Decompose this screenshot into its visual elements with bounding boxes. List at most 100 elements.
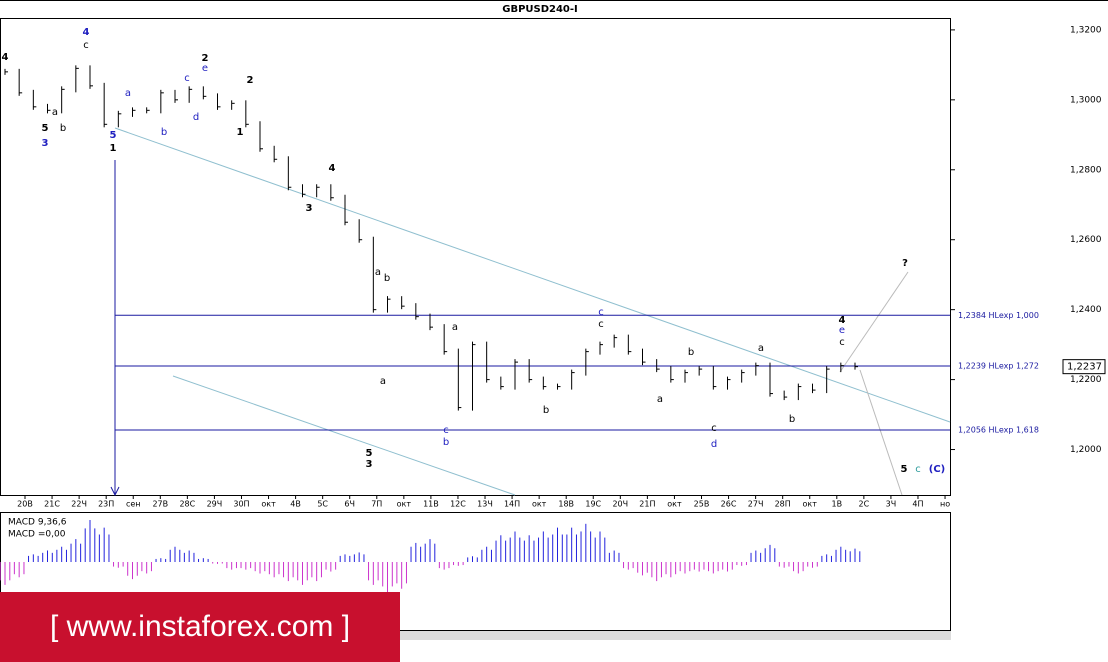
price-bar — [457, 348, 462, 411]
wave-label: c — [915, 464, 921, 475]
y-tick-label: 1,2600 — [1070, 235, 1102, 245]
x-tick-label: 13Ч — [477, 500, 493, 509]
price-bar — [613, 334, 618, 348]
scroll-strip — [400, 631, 951, 640]
wave-label: 3 — [42, 138, 49, 149]
x-tick-label: 4В — [290, 500, 301, 509]
price-bar — [769, 362, 773, 397]
watermark: [ www.instaforex.com ] — [0, 592, 400, 662]
x-tick-label: 7П — [371, 500, 382, 509]
wave-label: b — [384, 273, 390, 284]
price-bar — [826, 366, 830, 394]
x-tick-label: окт — [803, 500, 818, 509]
wave-label: b — [161, 127, 167, 138]
last-price-box — [1062, 359, 1106, 375]
x-tick-label: 29Ч — [207, 500, 223, 509]
projection — [839, 271, 909, 373]
price-bar — [571, 369, 575, 390]
y-tick-label: 1,2200 — [1070, 375, 1102, 385]
x-tick-label: 6Ч — [344, 500, 355, 509]
x-tick-label: 27В — [152, 500, 168, 509]
x-tick-label: 23П — [98, 500, 114, 509]
projection — [859, 369, 903, 496]
wave-label: 5 — [366, 448, 373, 459]
price-bar — [61, 86, 65, 114]
wave-label: 4 — [2, 52, 9, 63]
price-bar — [698, 366, 703, 376]
price-bar — [755, 362, 759, 376]
price-bar — [712, 366, 717, 390]
price-bar — [202, 86, 207, 100]
chart-title: GBPUSD240-I — [502, 4, 578, 15]
price-bar — [812, 383, 816, 394]
price-bar — [75, 65, 79, 93]
wave-label: 3 — [306, 203, 313, 214]
wave-label: a — [758, 343, 764, 354]
wave-label: c — [598, 319, 604, 330]
price-bar — [259, 121, 263, 152]
x-tick-label: 2С — [859, 500, 870, 509]
wave-label: b — [60, 123, 66, 134]
price-bar — [500, 376, 504, 390]
price-bar — [670, 366, 674, 383]
price-bar — [642, 348, 646, 366]
price-bar — [415, 303, 419, 320]
price-bar — [231, 100, 235, 110]
last-price-label: 1,2237 — [1067, 362, 1102, 373]
trend-line — [172, 375, 516, 496]
price-bar — [797, 383, 802, 401]
wave-label: 4 — [329, 163, 336, 174]
wave-label: 5 — [901, 464, 908, 475]
x-tick-label: 11В — [423, 500, 439, 509]
x-tick-label: 5С — [317, 500, 328, 509]
wave-label: c — [443, 425, 449, 436]
x-tick-label: 18В — [558, 500, 574, 509]
x-tick-label: но — [940, 500, 950, 509]
wave-label: c — [598, 307, 604, 318]
marker-arrow — [110, 486, 120, 497]
trend-line — [114, 127, 951, 423]
price-bar — [89, 65, 93, 89]
y-tick-label: 1,3200 — [1070, 25, 1102, 35]
x-tick-label: 22Ч — [71, 500, 87, 509]
x-tick-label: 28П — [775, 500, 791, 509]
wave-label: b — [543, 405, 549, 416]
wave-label: c — [184, 73, 190, 84]
price-bar — [372, 236, 377, 313]
price-bar — [472, 341, 476, 411]
price-bar — [18, 68, 23, 96]
wave-label: d — [193, 112, 199, 123]
price-bar — [599, 341, 603, 355]
price-bar — [344, 194, 348, 226]
x-tick-label: 4П — [912, 500, 923, 509]
price-bar — [287, 156, 292, 191]
wave-label: 4 — [839, 315, 846, 326]
price-bar — [273, 145, 278, 163]
x-tick-label: 21С — [44, 500, 60, 509]
y-tick-label: 1,2400 — [1070, 305, 1102, 315]
price-bar — [542, 376, 547, 390]
wave-label: a — [657, 394, 663, 405]
wave-label: a — [125, 88, 131, 99]
price-bar — [429, 313, 433, 331]
plot-frame — [0, 18, 951, 496]
wave-label: (C) — [929, 464, 945, 475]
wave-label: a — [52, 107, 58, 118]
price-bar — [217, 93, 221, 110]
wave-label: a — [375, 267, 381, 278]
x-tick-label: 30П — [233, 500, 249, 509]
price-bar — [117, 110, 122, 128]
x-tick-label: окт — [532, 500, 547, 509]
y-tick-label: 1,3000 — [1070, 95, 1102, 105]
price-bar — [132, 107, 136, 117]
x-tick-label: 12С — [450, 500, 466, 509]
wave-label: d — [711, 439, 717, 450]
price-bar — [854, 362, 858, 370]
price-bar — [557, 383, 561, 390]
price-bar — [358, 219, 363, 243]
wave-label: b — [443, 437, 449, 448]
price-bar — [4, 68, 8, 75]
price-bar — [783, 390, 788, 401]
